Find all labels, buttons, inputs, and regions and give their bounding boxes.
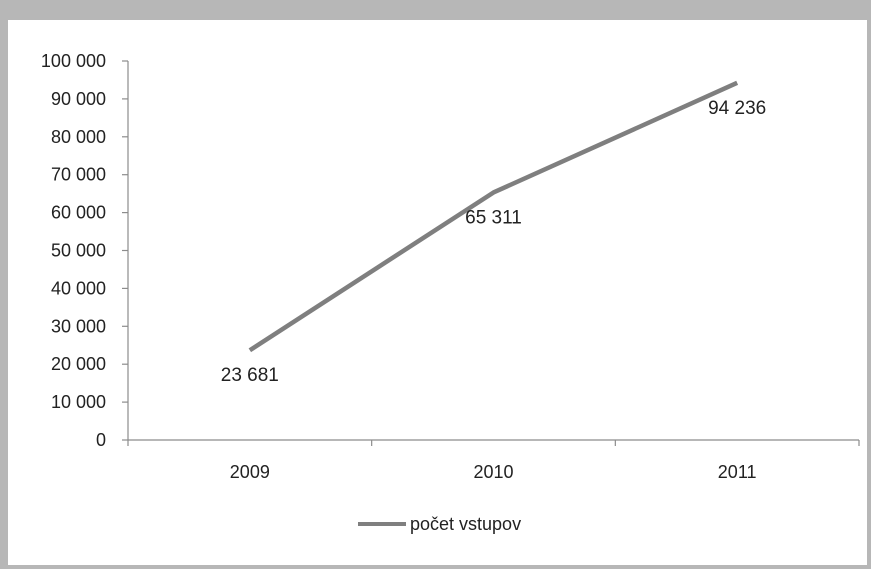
y-tick-label: 70 000 (51, 165, 106, 185)
chart-area (8, 20, 867, 565)
data-label: 65 311 (465, 207, 522, 228)
y-tick-label: 90 000 (51, 89, 106, 109)
y-tick-label: 100 000 (41, 51, 106, 71)
y-tick-label: 0 (96, 430, 106, 450)
series-line (248, 80, 739, 353)
legend: počet vstupov (358, 514, 521, 534)
y-tick-label: 10 000 (51, 392, 106, 412)
data-labels: 23 681 65 311 94 236 (221, 98, 766, 386)
data-label: 23 681 (221, 365, 279, 386)
x-axis: 2009 2010 2011 (127, 439, 860, 482)
x-tick-label: 2011 (718, 462, 757, 482)
x-tick-label: 2010 (473, 462, 513, 482)
x-tick-label: 2009 (230, 462, 270, 482)
y-tick-label: 40 000 (51, 278, 106, 298)
y-tick-label: 50 000 (51, 241, 106, 261)
y-tick-label: 30 000 (51, 316, 106, 336)
series (248, 80, 739, 353)
data-label: 94 236 (708, 98, 766, 119)
y-axis: 0 10 000 20 000 30 000 40 000 50 000 60 000 70 … (41, 51, 129, 450)
y-tick-label: 60 000 (51, 203, 106, 223)
y-tick-label: 20 000 (51, 354, 106, 374)
legend-label: počet vstupov (410, 514, 521, 534)
y-tick-label: 80 000 (51, 127, 106, 147)
